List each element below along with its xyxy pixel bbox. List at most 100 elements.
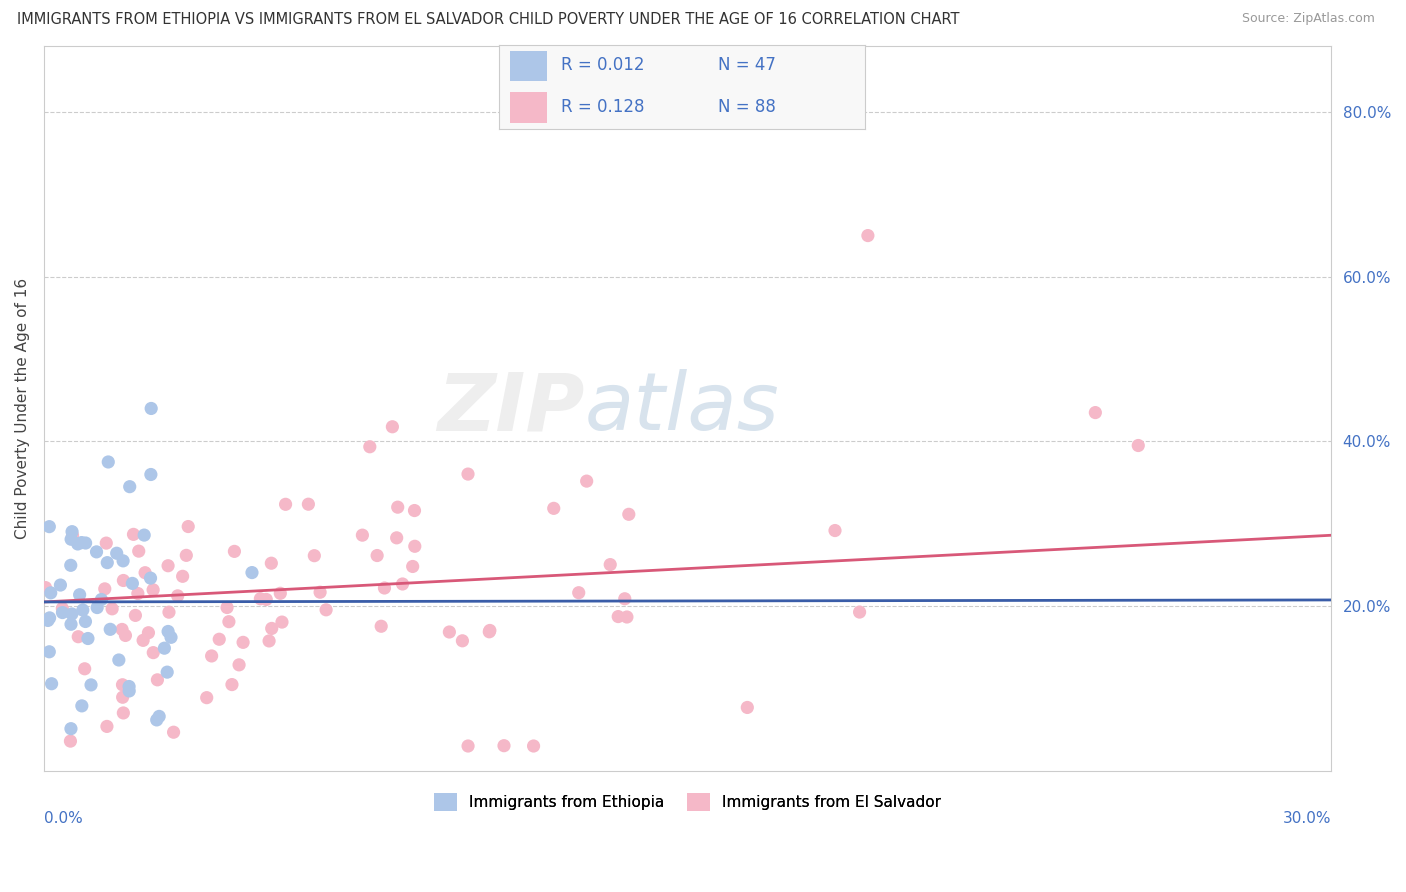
- Point: [118, 680, 141, 694]
- Point: [69, 588, 91, 602]
- Point: [98, 623, 121, 637]
- Point: [49, 578, 72, 592]
- Point: [304, 549, 326, 563]
- Point: [271, 615, 294, 629]
- Text: Source: ZipAtlas.com: Source: ZipAtlas.com: [1241, 12, 1375, 26]
- Point: [156, 665, 179, 680]
- Point: [157, 605, 180, 619]
- Point: [67, 630, 90, 644]
- Point: [215, 600, 238, 615]
- Point: [457, 467, 479, 481]
- Point: [112, 706, 135, 720]
- Point: [568, 585, 591, 599]
- Point: [201, 648, 224, 663]
- Point: [108, 653, 131, 667]
- Point: [38, 519, 60, 533]
- Point: [37, 614, 59, 628]
- Point: [232, 635, 254, 649]
- Point: [112, 574, 135, 588]
- Point: [138, 625, 160, 640]
- Point: [96, 719, 118, 733]
- Point: [51, 601, 73, 615]
- Point: [80, 678, 103, 692]
- Point: [457, 739, 479, 753]
- Point: [208, 632, 231, 647]
- Point: [218, 615, 240, 629]
- Point: [60, 617, 83, 632]
- Point: [385, 531, 408, 545]
- Point: [62, 528, 84, 542]
- Point: [172, 569, 194, 583]
- Point: [160, 630, 183, 644]
- Point: [575, 474, 598, 488]
- Text: 30.0%: 30.0%: [1282, 811, 1331, 826]
- Point: [111, 623, 134, 637]
- Point: [274, 497, 297, 511]
- Point: [124, 608, 146, 623]
- Point: [157, 624, 180, 639]
- Point: [139, 467, 162, 482]
- Point: [162, 725, 184, 739]
- Point: [177, 519, 200, 533]
- Point: [134, 528, 156, 542]
- Point: [404, 539, 426, 553]
- Point: [139, 571, 162, 585]
- Point: [373, 581, 395, 595]
- Point: [59, 558, 82, 573]
- Point: [75, 536, 97, 550]
- Point: [134, 566, 156, 580]
- Point: [51, 606, 73, 620]
- Point: [848, 605, 870, 619]
- Point: [352, 528, 374, 542]
- FancyBboxPatch shape: [510, 92, 547, 122]
- Text: ZIP: ZIP: [437, 369, 585, 448]
- Point: [359, 440, 381, 454]
- Point: [391, 577, 413, 591]
- Point: [90, 592, 112, 607]
- Point: [599, 558, 621, 572]
- Point: [70, 535, 93, 549]
- Point: [228, 657, 250, 672]
- Point: [70, 698, 93, 713]
- Point: [315, 603, 337, 617]
- Point: [240, 566, 263, 580]
- Point: [121, 576, 143, 591]
- Point: [269, 586, 291, 600]
- Text: N = 88: N = 88: [718, 98, 776, 116]
- Point: [366, 549, 388, 563]
- Text: R = 0.012: R = 0.012: [561, 56, 645, 74]
- Point: [38, 611, 60, 625]
- Point: [478, 624, 501, 639]
- Point: [616, 610, 638, 624]
- Point: [145, 713, 167, 727]
- Point: [856, 228, 879, 243]
- Point: [96, 556, 118, 570]
- Point: [543, 501, 565, 516]
- Point: [127, 586, 149, 600]
- Point: [439, 625, 461, 640]
- Text: 0.0%: 0.0%: [44, 811, 83, 826]
- Point: [101, 602, 124, 616]
- Point: [522, 739, 544, 753]
- Point: [224, 544, 246, 558]
- Point: [114, 628, 136, 642]
- Point: [60, 533, 83, 547]
- Y-axis label: Child Poverty Under the Age of 16: Child Poverty Under the Age of 16: [15, 278, 30, 539]
- Point: [249, 591, 271, 606]
- Point: [105, 546, 128, 560]
- Legend: Immigrants from Ethiopia, Immigrants from El Salvador: Immigrants from Ethiopia, Immigrants fro…: [427, 787, 948, 817]
- Point: [404, 503, 426, 517]
- Point: [132, 633, 155, 648]
- Point: [86, 600, 108, 615]
- Point: [260, 622, 283, 636]
- Text: IMMIGRANTS FROM ETHIOPIA VS IMMIGRANTS FROM EL SALVADOR CHILD POVERTY UNDER THE : IMMIGRANTS FROM ETHIOPIA VS IMMIGRANTS F…: [17, 12, 959, 28]
- Point: [141, 401, 163, 416]
- Point: [176, 549, 198, 563]
- Point: [824, 524, 846, 538]
- Point: [112, 554, 135, 568]
- Point: [60, 607, 83, 621]
- Point: [128, 544, 150, 558]
- Point: [617, 508, 640, 522]
- Point: [195, 690, 218, 705]
- Point: [60, 524, 83, 539]
